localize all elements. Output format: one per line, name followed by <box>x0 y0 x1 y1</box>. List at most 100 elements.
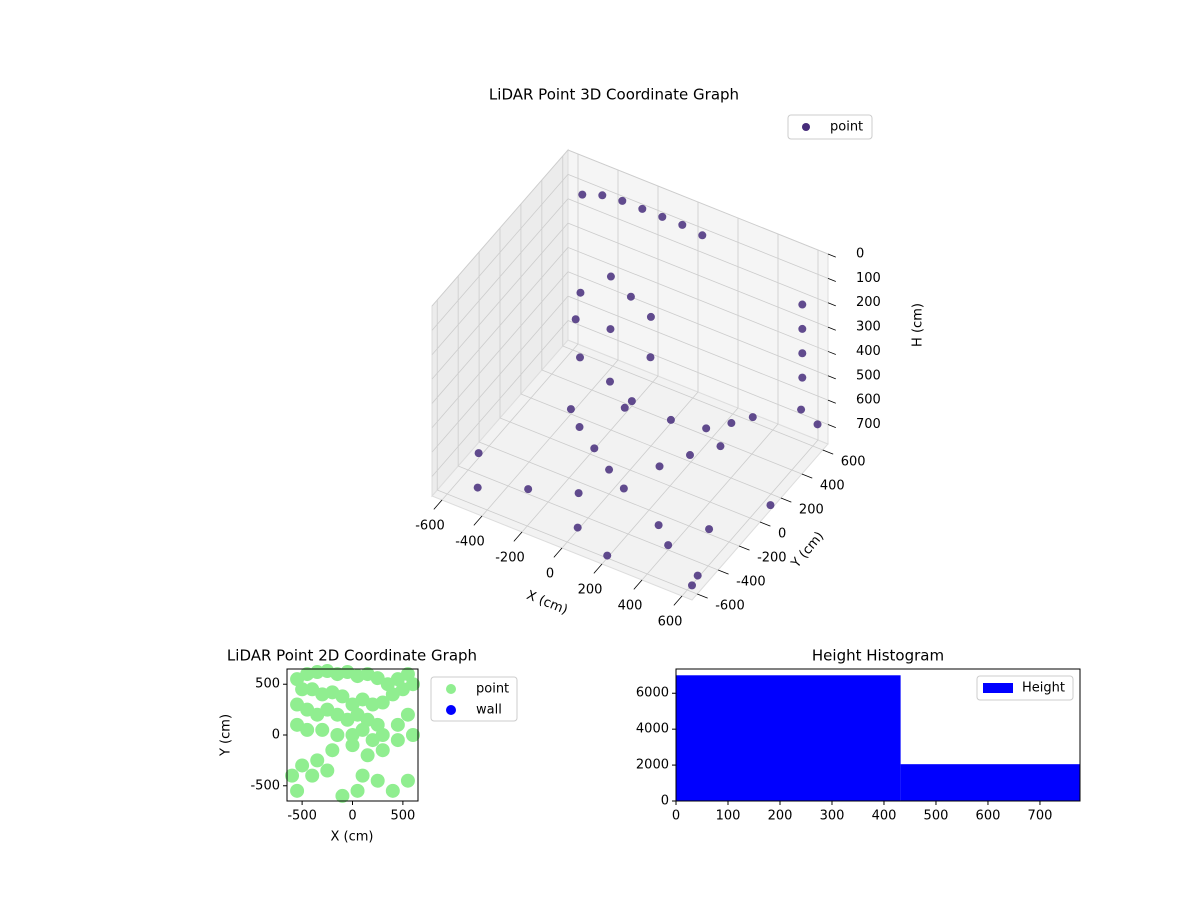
grid-line <box>567 198 829 304</box>
x-tick-label: 400 <box>618 599 643 614</box>
tick-mark <box>673 595 683 606</box>
tick-mark <box>697 593 708 599</box>
z-tick-label: 300 <box>856 320 881 335</box>
x-tick-label: -200 <box>495 551 525 566</box>
legend-label: Height <box>1022 681 1065 696</box>
tick-mark <box>827 424 836 429</box>
point <box>370 773 385 788</box>
point <box>798 300 807 309</box>
y-axis-label: Y (cm) <box>788 529 827 572</box>
z-tick-label: 700 <box>856 417 881 432</box>
point <box>686 451 694 460</box>
point <box>618 196 627 205</box>
point <box>590 444 599 453</box>
tick-mark <box>433 499 443 510</box>
x-tick-label: -500 <box>287 809 317 824</box>
tick-mark <box>593 563 603 574</box>
chart-title: LiDAR Point 3D Coordinate Graph <box>489 86 739 104</box>
tick-mark <box>473 515 483 526</box>
x-tick-label: 0 <box>348 809 356 824</box>
legend-label: wall <box>476 703 502 718</box>
point <box>576 288 585 297</box>
point <box>285 768 300 783</box>
z-tick-label: 400 <box>856 344 881 359</box>
x-axis-label: X (cm) <box>524 588 569 618</box>
point <box>400 773 415 788</box>
point <box>335 788 350 803</box>
point <box>575 423 584 432</box>
y-tick-label: 0 <box>778 527 786 542</box>
point <box>727 419 736 428</box>
chart-title: Height Histogram <box>812 647 944 665</box>
point <box>606 325 615 334</box>
bar <box>900 764 1080 801</box>
y-tick-label: 400 <box>820 479 845 494</box>
point <box>473 483 482 492</box>
z-tick-label: 500 <box>856 368 881 383</box>
z-tick-label: 600 <box>856 393 881 408</box>
point <box>798 373 807 382</box>
chart-title: LiDAR Point 2D Coordinate Graph <box>227 647 477 665</box>
z-axis-label: H (cm) <box>911 303 926 347</box>
point <box>571 315 580 324</box>
point <box>355 768 370 783</box>
tick-mark <box>780 497 792 503</box>
point <box>619 484 628 493</box>
point <box>573 523 582 532</box>
x-tick-label: -400 <box>455 535 485 550</box>
point <box>360 748 375 763</box>
point <box>797 405 806 414</box>
point <box>390 733 405 748</box>
point <box>766 501 775 510</box>
tick-mark <box>827 277 836 282</box>
point <box>705 525 714 534</box>
x-tick-label: 100 <box>716 809 741 824</box>
point <box>605 465 614 474</box>
tick-mark <box>827 253 836 258</box>
point <box>678 220 687 229</box>
grid-line <box>431 320 569 477</box>
x-tick-label: -600 <box>415 519 445 534</box>
point <box>698 231 707 240</box>
point <box>574 489 583 498</box>
tick-mark <box>553 547 563 558</box>
grid-line <box>431 149 569 307</box>
point <box>335 689 350 704</box>
y-tick-label: 500 <box>255 677 280 692</box>
grid-line <box>567 320 829 425</box>
point <box>375 728 390 742</box>
point <box>603 551 612 560</box>
y-tick-label: 0 <box>272 728 280 743</box>
x-tick-label: 600 <box>976 809 1001 824</box>
tick-mark <box>827 399 836 404</box>
y-tick-label: 200 <box>799 503 824 518</box>
point <box>578 190 587 199</box>
point <box>664 541 673 550</box>
legend-label: point <box>476 682 509 697</box>
x-tick-label: 400 <box>872 809 897 824</box>
point <box>405 677 420 692</box>
point <box>310 753 325 768</box>
point <box>620 403 629 412</box>
x-tick-label: 0 <box>546 567 554 582</box>
grid-line <box>431 295 569 453</box>
y-tick-label: 2000 <box>636 758 669 773</box>
point <box>606 377 614 386</box>
tick-mark <box>718 569 729 575</box>
grid-line <box>567 173 829 279</box>
point <box>330 728 345 742</box>
x-tick-label: 500 <box>924 809 949 824</box>
point <box>627 397 636 406</box>
axes-frame <box>675 668 1081 802</box>
point <box>524 485 533 494</box>
y-tick-label: 0 <box>661 794 669 809</box>
point <box>474 449 483 458</box>
point <box>400 707 415 722</box>
x-tick-label: 500 <box>390 809 415 824</box>
point <box>606 272 615 281</box>
grid-line <box>567 247 829 352</box>
legend-marker <box>446 705 456 715</box>
x-tick-label: 200 <box>768 809 793 824</box>
grid-line <box>567 271 829 377</box>
